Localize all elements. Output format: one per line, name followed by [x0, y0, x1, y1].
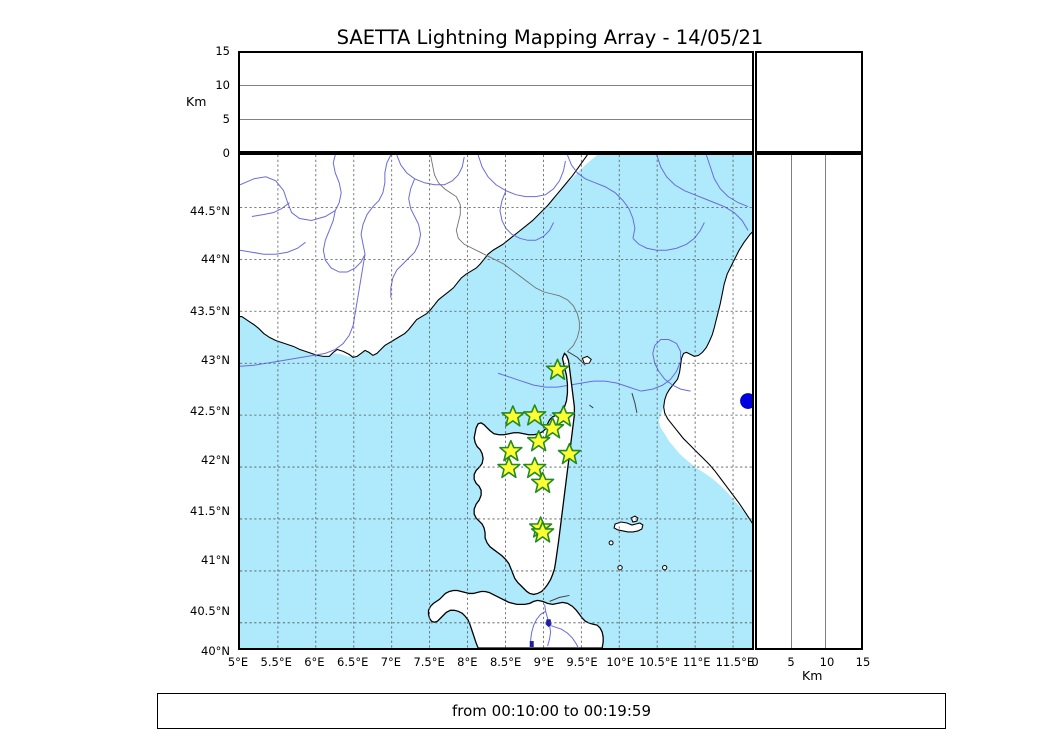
lon-tick-9: 9°E [533, 655, 554, 669]
map-panel[interactable] [238, 153, 754, 650]
lon-tick-8: 8°E [457, 655, 478, 669]
page-title: SAETTA Lightning Mapping Array - 14/05/2… [336, 26, 764, 49]
lat-tick-40-5: 40.5°N [190, 603, 230, 618]
lon-tick-8-5: 8.5°E [489, 655, 522, 669]
lon-tick-7-5: 7.5°E [413, 655, 445, 669]
corner-panel[interactable] [755, 51, 863, 153]
lat-tick-42-5: 42.5°N [190, 403, 230, 418]
range-tick-10: 10 [819, 655, 835, 669]
alt-tick-0: 0 [222, 146, 230, 160]
lon-tick-5: 5°E [227, 655, 249, 669]
lat-tick-40: 40°N [201, 643, 230, 658]
lon-tick-10-5: 10.5°E [639, 655, 678, 669]
station-star [551, 405, 576, 427]
map-svg [240, 155, 752, 648]
lon-tick-7: 7°E [380, 655, 402, 669]
lon-tick-10: 10°E [606, 655, 635, 669]
gridline-range-5 [790, 155, 792, 648]
station-star [522, 404, 547, 426]
lat-tick-44: 44°N [201, 251, 230, 266]
station-star [540, 417, 565, 439]
station-star [526, 429, 551, 452]
rivers [240, 155, 749, 392]
lat-tick-41-5: 41.5°N [190, 503, 230, 518]
range-axis-label: Km [802, 668, 823, 683]
lon-tick-11-5: 11.5°E [715, 655, 755, 669]
lat-tick-43-5: 43.5°N [190, 303, 230, 318]
lma-stations[interactable] [497, 358, 582, 543]
gridline-alt-10 [240, 85, 752, 86]
alt-tick-15: 15 [215, 44, 230, 58]
lon-tick-6-5: 6.5°E [337, 655, 369, 669]
station-star [530, 521, 555, 543]
map-gridlines [240, 155, 752, 648]
small-islands [549, 350, 668, 602]
lat-tick-42: 42°N [201, 452, 230, 467]
time-range-box: from 00:10:00 to 00:19:59 [157, 693, 946, 729]
source-point[interactable] [740, 393, 752, 409]
lat-tick-41: 41°N [201, 552, 230, 567]
lon-tick-9-5: 9.5°E [566, 655, 598, 669]
alt-tick-10: 10 [215, 78, 230, 92]
altitude-axis-label: Km [186, 94, 207, 109]
sardinia-island [427, 589, 604, 648]
range-tick-15: 15 [855, 655, 871, 669]
gridline-alt-5 [240, 118, 752, 120]
range-tick-5: 5 [787, 655, 795, 669]
station-star [557, 442, 582, 465]
lat-tick-44-5: 44.5°N [190, 203, 230, 218]
altitude-vs-latitude-panel[interactable] [755, 153, 863, 650]
range-tick-0: 0 [751, 655, 759, 669]
station-star [499, 439, 523, 462]
station-star [530, 471, 555, 494]
gridline-range-10 [825, 155, 826, 648]
alt-tick-5: 5 [222, 112, 230, 126]
station-star [522, 456, 547, 479]
lon-tick-11: 11°E [682, 655, 711, 669]
station-star [501, 405, 525, 427]
lon-tick-6: 6°E [304, 655, 325, 669]
time-range-text: from 00:10:00 to 00:19:59 [451, 702, 651, 720]
lon-tick-5-5: 5.5°E [260, 655, 292, 669]
corsica-island [473, 352, 576, 596]
station-star [545, 358, 570, 380]
lat-tick-43: 43°N [201, 352, 230, 367]
altitude-vs-longitude-panel[interactable] [238, 51, 754, 153]
station-star [497, 456, 521, 479]
borders [430, 155, 580, 352]
